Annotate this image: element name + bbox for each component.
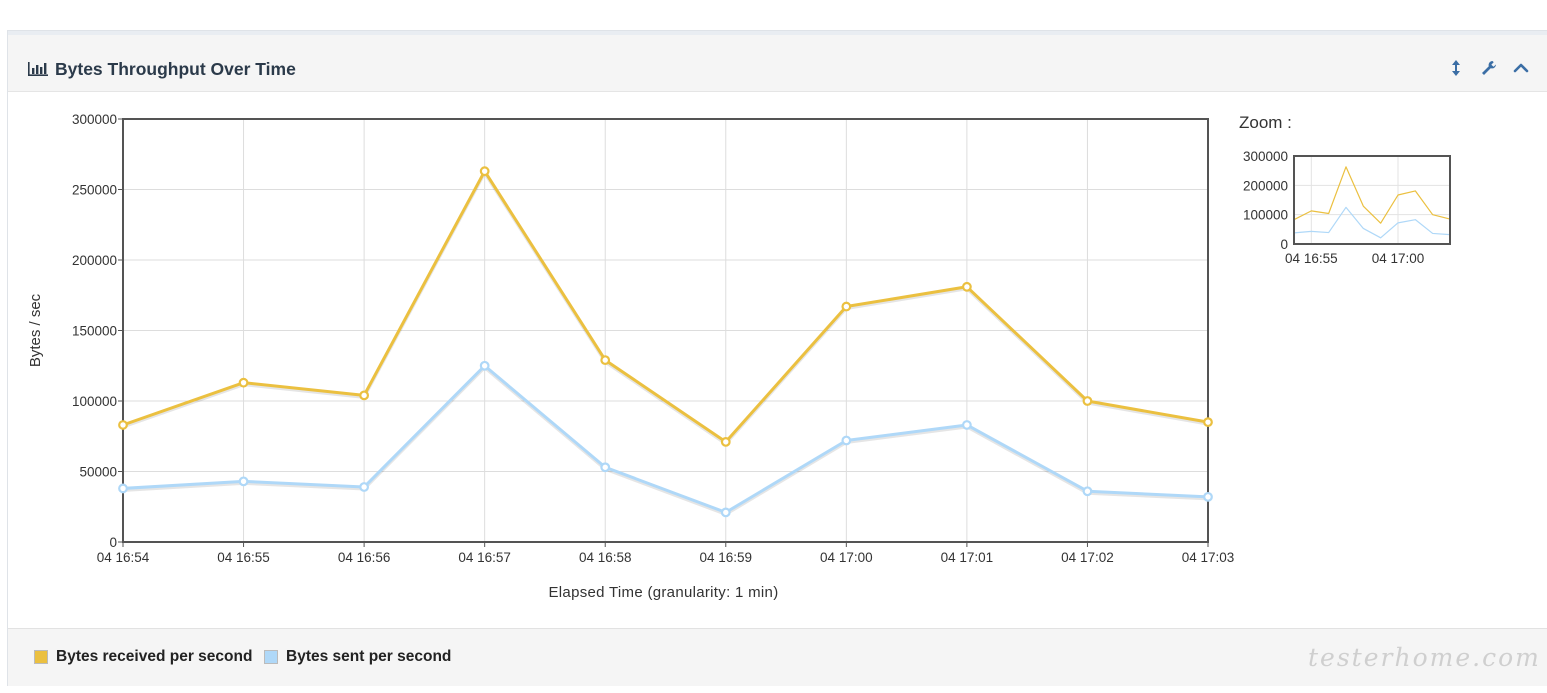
x-tick-label: 04 17:00 xyxy=(820,550,873,565)
x-axis-label: Elapsed Time (granularity: 1 min) xyxy=(549,584,779,601)
resize-vertical-icon[interactable] xyxy=(1445,57,1467,79)
panel-title: Bytes Throughput Over Time xyxy=(55,59,296,79)
x-tick-label: 04 16:55 xyxy=(217,550,270,565)
series-line-0 xyxy=(122,169,1209,444)
data-point xyxy=(359,482,370,492)
data-point xyxy=(1082,486,1093,497)
zoom-frame xyxy=(1293,155,1451,245)
chevron-up-icon[interactable] xyxy=(1510,57,1532,79)
data-point xyxy=(1203,491,1213,502)
data-point xyxy=(961,281,972,292)
series-shadow xyxy=(122,171,1209,446)
data-point xyxy=(720,507,731,518)
x-tick-label: 04 16:57 xyxy=(458,550,511,565)
legend-item-received[interactable]: Bytes received per second xyxy=(34,648,252,666)
panel-top-strip xyxy=(8,31,1547,35)
legend-swatch-received xyxy=(34,650,48,664)
plot-frame xyxy=(122,118,1209,543)
zoom-x-tick-label: 04 16:55 xyxy=(1285,251,1338,266)
data-point xyxy=(961,420,972,430)
y-tick-label: 300000 xyxy=(72,112,117,127)
y-tick-label: 150000 xyxy=(72,324,117,339)
x-tick-label: 04 16:59 xyxy=(699,550,752,565)
legend-item-sent[interactable]: Bytes sent per second xyxy=(264,648,451,666)
x-tick-label: 04 17:01 xyxy=(941,550,994,565)
y-axis-label: Bytes / sec xyxy=(27,293,44,367)
panel-header: Bytes Throughput Over Time xyxy=(8,35,1547,92)
data-point xyxy=(118,420,128,430)
data-point xyxy=(600,355,611,366)
series-shadow xyxy=(122,366,1209,516)
data-point xyxy=(1203,417,1213,428)
legend-label-sent: Bytes sent per second xyxy=(286,648,452,665)
bar-chart-icon xyxy=(28,62,48,76)
data-point xyxy=(841,301,852,312)
data-point xyxy=(1082,396,1093,406)
data-point xyxy=(238,377,249,388)
zoom-x-tick-label: 04 17:00 xyxy=(1372,251,1425,266)
zoom-y-tick-label: 0 xyxy=(1280,237,1288,252)
zoom-y-tick-label: 300000 xyxy=(1243,149,1288,164)
watermark: testerhome.com xyxy=(1308,643,1541,672)
wrench-icon[interactable] xyxy=(1477,57,1499,79)
legend-label-received: Bytes received per second xyxy=(56,648,253,665)
legend-bar: Bytes received per second Bytes sent per… xyxy=(8,628,1547,686)
data-point xyxy=(359,390,370,401)
y-tick-label: 200000 xyxy=(72,253,117,268)
zoom-label: Zoom : xyxy=(1239,113,1292,132)
y-tick-label: 50000 xyxy=(79,465,117,480)
y-tick-label: 100000 xyxy=(72,394,117,409)
zoom-y-tick-label: 200000 xyxy=(1243,178,1288,193)
data-point xyxy=(118,483,128,494)
zoom-series-line-1 xyxy=(1293,206,1451,239)
y-tick-label: 250000 xyxy=(72,183,117,198)
data-point xyxy=(600,462,611,473)
data-point xyxy=(720,436,731,447)
data-point xyxy=(479,360,490,371)
x-tick-label: 04 17:03 xyxy=(1182,550,1235,565)
data-point xyxy=(841,435,852,446)
x-tick-label: 04 16:58 xyxy=(579,550,632,565)
zoom-series-line-0 xyxy=(1293,166,1451,224)
series-line-1 xyxy=(122,364,1209,514)
throughput-panel: Bytes Throughput Over Time 300000 250000 2… xyxy=(7,30,1547,686)
x-tick-label: 04 17:02 xyxy=(1061,550,1114,565)
data-point xyxy=(238,476,249,487)
x-tick-label: 04 16:56 xyxy=(338,550,391,565)
x-tick-label: 04 16:54 xyxy=(97,550,150,565)
data-point xyxy=(479,166,490,177)
y-tick-label: 0 xyxy=(109,535,117,550)
legend-swatch-sent xyxy=(264,650,278,664)
zoom-y-tick-label: 100000 xyxy=(1243,208,1288,223)
